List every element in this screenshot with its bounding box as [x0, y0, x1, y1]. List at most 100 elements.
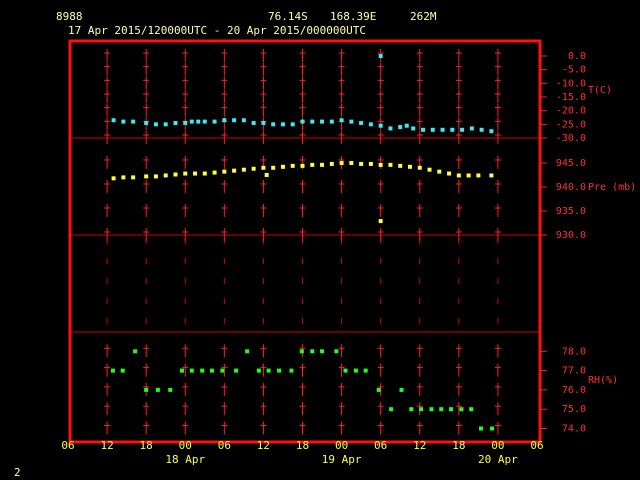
data-point	[173, 172, 178, 177]
data-point	[329, 119, 334, 124]
y-tick-label: 0.0	[568, 51, 586, 62]
data-point	[359, 120, 364, 125]
data-point	[421, 127, 426, 132]
data-point	[300, 163, 305, 168]
data-point	[234, 368, 239, 373]
data-point	[196, 119, 201, 124]
x-tick-label: 00	[335, 439, 348, 452]
data-point	[339, 160, 344, 165]
data-point	[476, 173, 481, 178]
x-tick-label: 06	[61, 439, 74, 452]
data-point	[411, 126, 416, 131]
data-point	[343, 368, 348, 373]
data-point	[429, 407, 434, 412]
data-point	[376, 387, 381, 392]
data-point	[193, 171, 198, 176]
data-point	[220, 368, 225, 373]
data-point	[120, 368, 125, 373]
data-point	[202, 119, 207, 124]
data-point	[163, 122, 168, 127]
data-point	[449, 407, 454, 412]
x-tick-label: 18	[140, 439, 153, 452]
x-tick-label: 12	[100, 439, 113, 452]
data-point	[456, 173, 461, 178]
axis-label: Pre (mb)	[588, 182, 636, 193]
data-point	[310, 349, 315, 354]
data-point	[245, 349, 250, 354]
data-point	[202, 171, 207, 176]
data-point	[489, 173, 494, 178]
data-point	[450, 127, 455, 132]
data-point	[368, 161, 373, 166]
y-tick-label: 935.0	[556, 206, 586, 217]
data-point	[404, 123, 409, 128]
data-point	[489, 129, 494, 134]
data-point	[232, 118, 237, 123]
data-point	[398, 125, 403, 130]
data-point	[183, 120, 188, 125]
data-point	[353, 368, 358, 373]
data-point	[469, 407, 474, 412]
data-point	[212, 119, 217, 124]
y-tick-label: 940.0	[556, 182, 586, 193]
y-tick-label: -5.0	[562, 65, 586, 76]
data-point	[144, 174, 149, 179]
data-point	[232, 168, 237, 173]
elevation: 262M	[410, 10, 437, 23]
date-label: 18 Apr	[165, 453, 205, 466]
data-point	[163, 173, 168, 178]
data-point	[144, 387, 149, 392]
data-point	[368, 122, 373, 127]
data-point	[300, 119, 305, 124]
latitude: 76.14S	[268, 10, 308, 23]
data-point	[378, 123, 383, 128]
data-point	[251, 120, 256, 125]
x-tick-label: 18	[296, 439, 309, 452]
data-point	[133, 349, 138, 354]
x-tick-label: 06	[530, 439, 543, 452]
date-label: 20 Apr	[478, 453, 518, 466]
data-point	[329, 161, 334, 166]
data-point	[439, 407, 444, 412]
data-point	[310, 162, 315, 167]
page-number: 2	[14, 466, 21, 479]
data-point	[271, 165, 276, 170]
data-point	[266, 368, 271, 373]
data-point	[417, 165, 422, 170]
data-point	[469, 126, 474, 131]
x-tick-label: 00	[491, 439, 504, 452]
data-point	[460, 127, 465, 132]
y-tick-label: 945.0	[556, 158, 586, 169]
data-point	[339, 118, 344, 123]
data-point	[378, 219, 383, 224]
longitude: 168.39E	[330, 10, 376, 23]
data-point	[407, 164, 412, 169]
x-tick-label: 18	[452, 439, 465, 452]
data-point	[277, 368, 282, 373]
data-point	[447, 171, 452, 176]
x-tick-label: 06	[374, 439, 387, 452]
data-point	[153, 122, 158, 127]
data-point	[121, 119, 126, 124]
data-point	[241, 167, 246, 172]
y-tick-label: -30.0	[556, 133, 586, 144]
x-tick-label: 06	[218, 439, 231, 452]
data-point	[290, 122, 295, 127]
data-point	[378, 54, 383, 59]
data-point	[111, 118, 116, 123]
data-point	[459, 407, 464, 412]
data-point	[399, 387, 404, 392]
data-point	[173, 120, 178, 125]
y-tick-label: -10.0	[556, 78, 586, 89]
data-point	[251, 166, 256, 171]
data-point	[241, 118, 246, 123]
data-point	[478, 426, 483, 431]
data-point	[349, 119, 354, 124]
data-point	[419, 407, 424, 412]
data-point	[183, 171, 188, 176]
data-point	[131, 119, 136, 124]
data-point	[466, 173, 471, 178]
